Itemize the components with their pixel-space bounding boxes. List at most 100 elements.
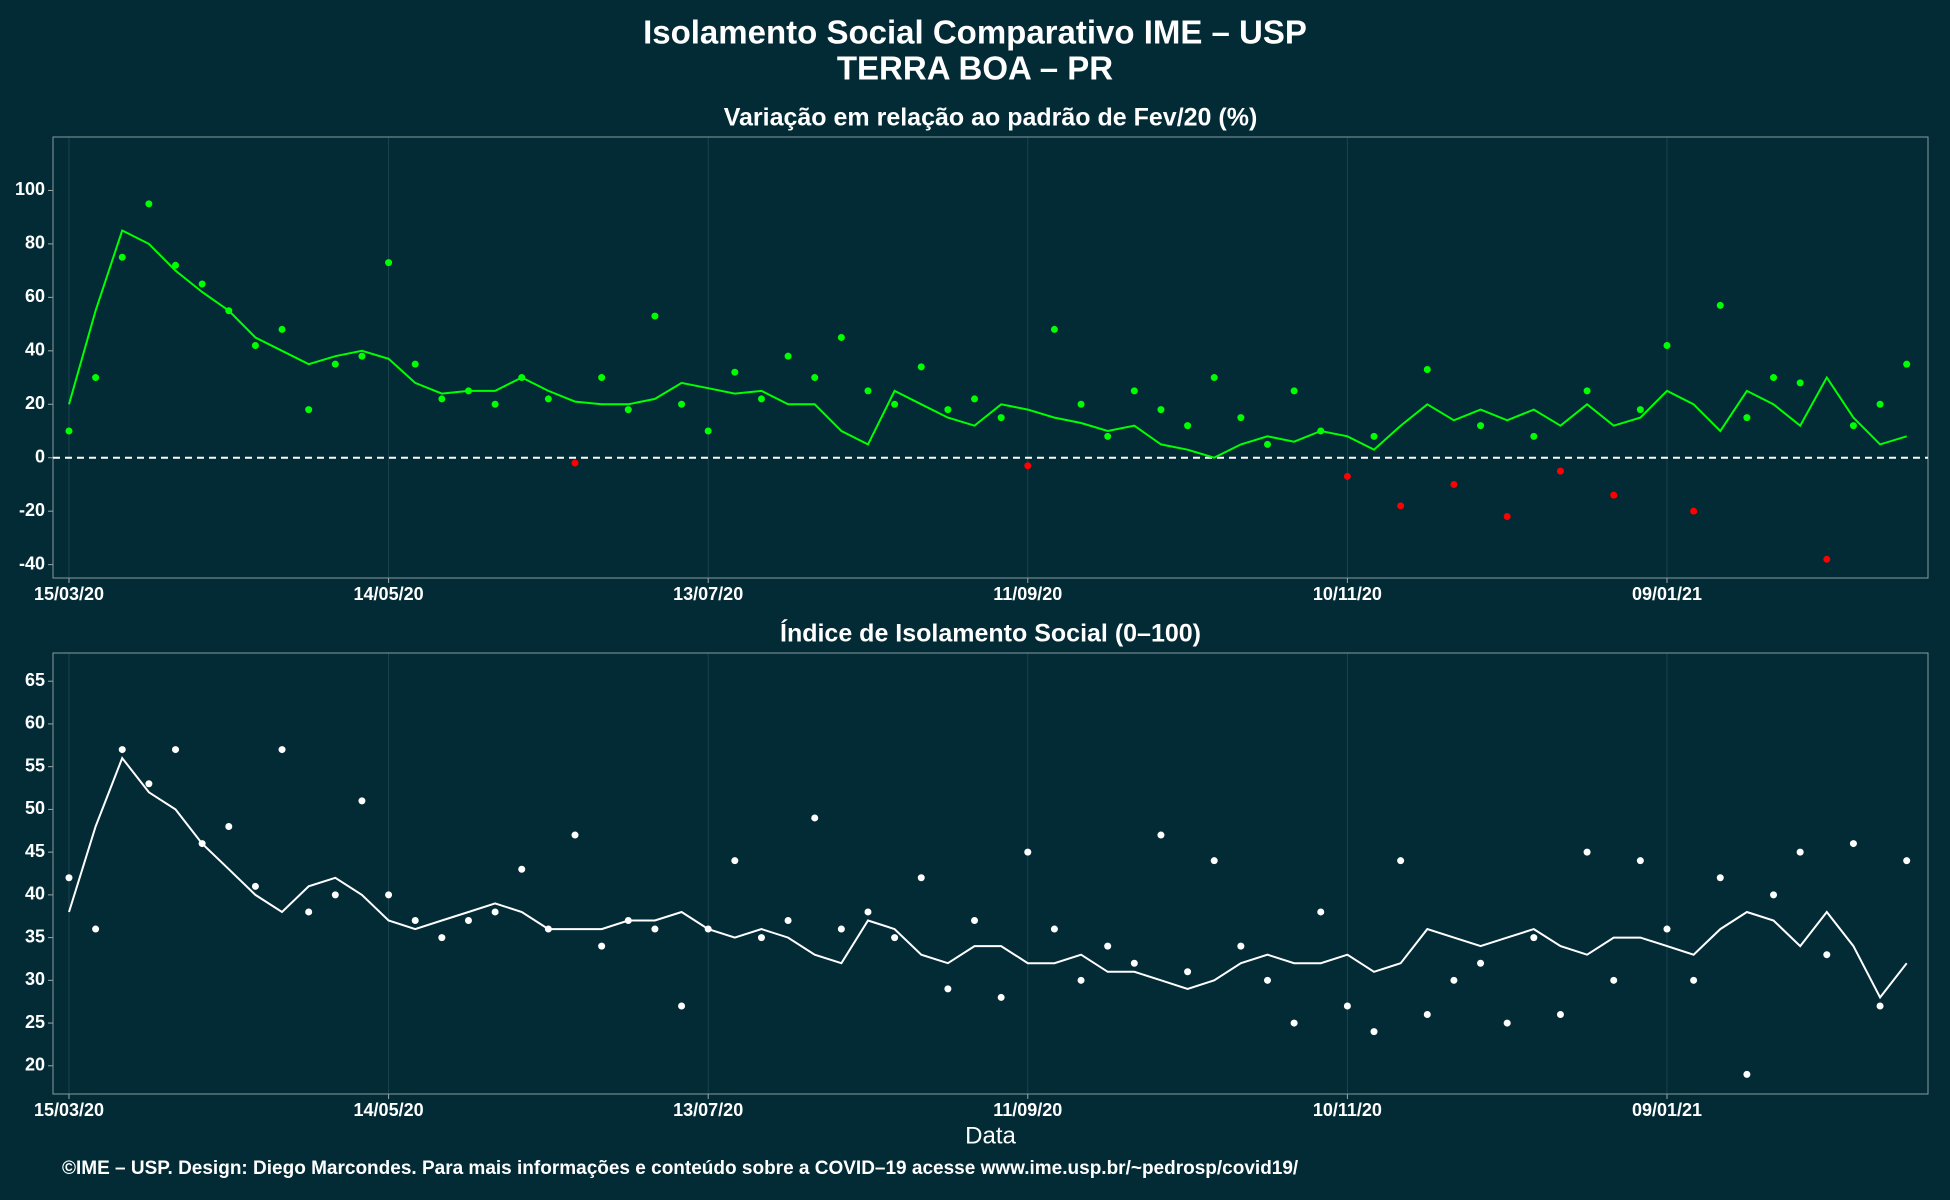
point [917,363,925,371]
point [305,908,313,916]
y-tick-label: 30 [25,969,45,989]
y-tick-label: 65 [25,670,45,690]
point [651,312,659,320]
y-tick-label: 40 [25,340,45,360]
point [1130,387,1138,395]
point [1477,959,1485,967]
point [305,406,313,414]
point [1343,1002,1351,1010]
point [1663,341,1671,349]
point [1184,968,1192,976]
point [1077,400,1085,408]
point [278,746,286,754]
point [1796,848,1804,856]
point [1770,374,1778,382]
x-tick-label: 11/09/20 [993,1100,1062,1120]
point [678,1002,686,1010]
point [1876,1002,1884,1010]
x-tick-label: 09/01/21 [1632,584,1702,604]
point [837,333,845,341]
point [172,746,180,754]
point [891,400,899,408]
point [331,360,339,368]
point [864,387,872,395]
point [1530,934,1538,942]
point [1423,366,1431,374]
point [1210,374,1218,382]
point [491,908,499,916]
subtitle: TERRA BOA – PR [837,50,1113,87]
y-tick-label: -20 [19,500,45,520]
point [1050,925,1058,933]
point [225,822,233,830]
point [1823,951,1831,959]
point [571,459,579,467]
point [1903,360,1911,368]
point [1503,513,1511,521]
footer: ©IME – USP. Design: Diego Marcondes. Par… [62,1158,1299,1179]
x-axis-label: Data [965,1122,1016,1149]
y-tick-label: 50 [25,798,45,818]
point [1184,422,1192,430]
point [1077,976,1085,984]
point [1370,432,1378,440]
point [544,395,552,403]
point [331,891,339,899]
point [1636,406,1644,414]
point [1130,959,1138,967]
point [1343,472,1351,480]
x-tick-label: 10/11/20 [1313,1100,1382,1120]
point [757,395,765,403]
point [1743,414,1751,422]
x-tick-label: 14/05/20 [354,1100,424,1120]
point [438,395,446,403]
y-tick-label: 20 [25,1055,45,1075]
point [1450,976,1458,984]
point [1263,440,1271,448]
point [1610,976,1618,984]
point [704,427,712,435]
title: Isolamento Social Comparativo IME – USP [643,14,1307,51]
point [971,395,979,403]
point [411,360,419,368]
x-tick-label: 09/01/21 [1632,1100,1702,1120]
point [1210,857,1218,865]
point [385,259,393,267]
point [491,400,499,408]
point [358,797,366,805]
point [1503,1019,1511,1027]
point [811,814,819,822]
x-tick-label: 13/07/20 [673,1100,743,1120]
point [1556,467,1564,475]
point [518,865,526,873]
point [1104,942,1112,950]
point [598,942,606,950]
point [784,352,792,360]
point [145,200,153,208]
x-tick-label: 10/11/20 [1313,584,1382,604]
y-tick-label: 0 [35,446,45,466]
point [1823,555,1831,563]
point [1903,857,1911,865]
point [1397,857,1405,865]
point [251,341,259,349]
y-tick-label: 55 [25,755,45,775]
y-tick-label: -40 [19,553,45,573]
point [251,882,259,890]
point [571,831,579,839]
point [385,891,393,899]
point [1770,891,1778,899]
point [438,934,446,942]
y-tick-label: 60 [25,286,45,306]
point [917,874,925,882]
point [198,280,206,288]
point [1290,387,1298,395]
x-tick-label: 15/03/20 [34,584,104,604]
point [1663,925,1671,933]
point [757,934,765,942]
point [864,908,872,916]
point [731,857,739,865]
point [1450,480,1458,488]
point [118,253,126,261]
